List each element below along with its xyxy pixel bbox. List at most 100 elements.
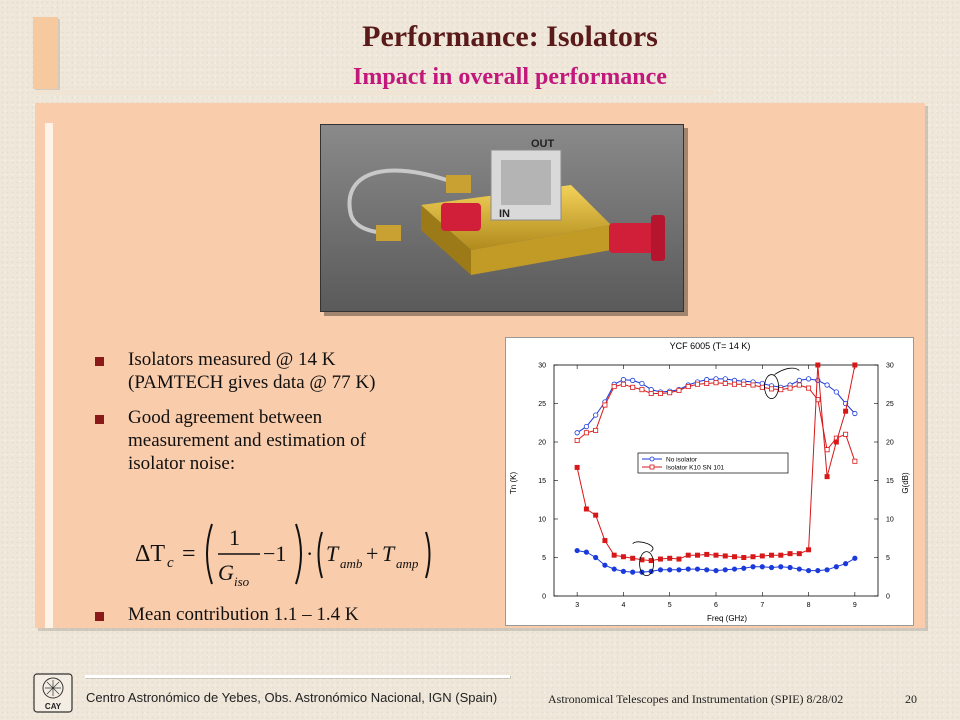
chart-y2-tick-label: 15 <box>886 478 894 485</box>
chart-point <box>833 564 839 570</box>
chart-y2-tick-label: 5 <box>886 555 890 562</box>
chart-point <box>806 385 812 391</box>
chart-series-line-0 <box>576 378 856 434</box>
chart-point <box>787 385 793 391</box>
chart-point <box>583 424 590 430</box>
slide-subtitle: Impact in overall performance <box>353 64 667 90</box>
chart-point <box>676 556 682 562</box>
bullet-line: (PAMTECH gives data @ 77 K) <box>128 372 376 393</box>
chart-point <box>611 552 617 558</box>
chart-x-tick-label: 3 <box>575 602 579 609</box>
chart-point <box>750 382 756 388</box>
chart-point <box>722 380 728 386</box>
chart-point <box>630 377 636 384</box>
page-number: 20 <box>905 692 917 706</box>
chart-y-tick-label: 20 <box>538 440 546 447</box>
chart-point <box>824 567 830 573</box>
chart-x-tick-label: 9 <box>853 602 857 609</box>
chart-point <box>843 408 849 414</box>
chart-point <box>759 553 765 559</box>
bullet-line: measurement and estimation of <box>128 430 366 451</box>
bullet-marker <box>95 415 104 424</box>
formula-paren-right-outer <box>295 523 302 585</box>
chart-point <box>583 549 590 555</box>
chart-x-tick-label: 6 <box>714 602 718 609</box>
chart-point <box>778 564 784 570</box>
chart-point <box>731 566 738 572</box>
chart-point <box>694 552 700 558</box>
chart-point <box>611 384 617 390</box>
decorative-bar-top-left <box>33 17 58 89</box>
footer-institution: Centro Astronómico de Yebes, Obs. Astron… <box>86 690 498 705</box>
chart-point <box>759 384 765 390</box>
chart-point <box>722 376 728 382</box>
bullet-item-good-agreement: Good agreement between measurement and e… <box>95 406 485 475</box>
chart-point <box>769 386 775 392</box>
chart-y2-axis-label: G(dB) <box>901 472 910 494</box>
chart-point <box>639 380 645 387</box>
bullet-marker <box>95 357 104 366</box>
chart-point <box>750 554 756 560</box>
chart-y-axis-label: Tn (K) <box>509 472 518 495</box>
chart-point <box>694 381 700 387</box>
chart-annotation-ellipse-gain <box>764 374 779 399</box>
chart-point <box>620 377 627 383</box>
chart-x-tick-label: 4 <box>621 602 625 609</box>
chart-point <box>630 569 636 575</box>
chart-legend-box <box>637 452 789 474</box>
chart-point <box>593 512 599 518</box>
photo-label-out: OUT <box>531 138 555 150</box>
chart-point <box>824 447 830 453</box>
chart-point <box>583 506 589 512</box>
chart-point <box>833 389 839 395</box>
chart-point <box>796 551 802 557</box>
bullet-line: Isolators measured @ 14 K <box>128 349 336 370</box>
isolator-photo: IN OUT <box>320 124 684 312</box>
chart-point <box>796 382 802 388</box>
bullet-marker <box>95 612 104 621</box>
chart-point <box>704 567 710 573</box>
chart-point <box>574 547 580 554</box>
chart-point <box>657 390 663 396</box>
chart-y2-tick-label: 25 <box>886 401 894 408</box>
chart-y-tick-label: 15 <box>538 478 546 485</box>
chart-point <box>842 561 849 567</box>
chart-point <box>833 439 839 445</box>
chart-point <box>694 566 701 572</box>
chart-point <box>732 381 738 387</box>
isolator-noise-formula: ΔT c = 1 G iso −1 · T amb + T amp <box>135 523 431 589</box>
chart-point <box>713 567 719 574</box>
chart-point <box>593 554 599 561</box>
chart-point <box>852 410 858 417</box>
formula-paren-left-outer <box>206 523 213 585</box>
formula-delta-t: ΔT <box>135 541 165 567</box>
chart-point <box>583 430 589 436</box>
slide-title: Performance: Isolators <box>362 20 658 53</box>
chart-y2-tick-label: 20 <box>886 440 894 447</box>
chart-point <box>778 552 784 558</box>
formula-sub-c: c <box>167 555 174 571</box>
chart-point <box>657 556 663 562</box>
chart-y2-tick-label: 30 <box>886 363 894 370</box>
chart-point <box>852 362 858 368</box>
chart-point <box>824 382 830 388</box>
chart-title: YCF 6005 (T= 14 K) <box>670 341 751 351</box>
chart-point <box>815 567 821 574</box>
photo-label-in: IN <box>499 208 510 220</box>
chart-svg: YCF 6005 (T= 14 K) Freq (GHz) Tn (K) G(d… <box>509 341 910 623</box>
formula-numerator: 1 <box>229 525 240 550</box>
footer-divider <box>85 675 510 678</box>
chart-point <box>741 565 747 571</box>
chart-point <box>704 551 710 557</box>
chart-y-tick-label: 5 <box>542 555 546 562</box>
chart-point <box>824 474 830 480</box>
chart-point <box>611 566 617 572</box>
chart-y2-tick-label: 10 <box>886 517 894 524</box>
chart-point <box>602 562 608 568</box>
chart-point <box>704 380 710 386</box>
chart-annotation-arrow-gain <box>774 367 800 375</box>
chart-y-tick-label: 30 <box>538 363 546 370</box>
chart-point <box>796 566 802 572</box>
chart-point <box>620 568 627 574</box>
chart-point <box>685 384 691 390</box>
